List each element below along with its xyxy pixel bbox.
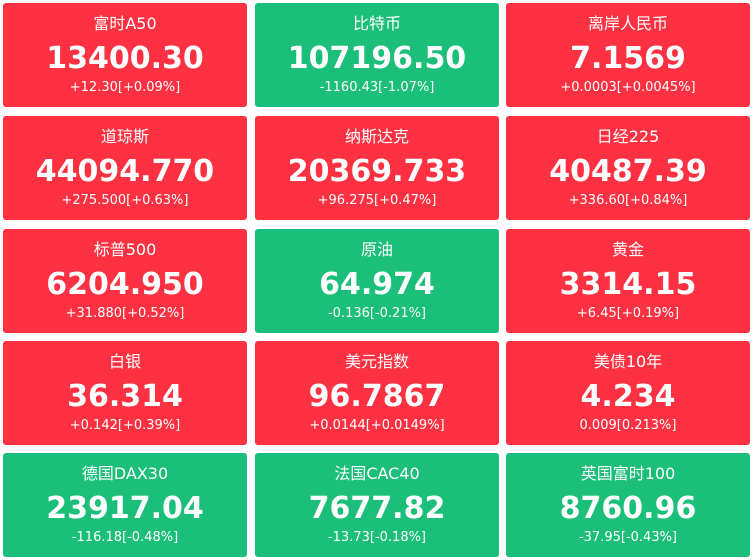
quote-name: 日经225 (596, 127, 660, 146)
quote-change: -37.95[-0.43%] (578, 530, 678, 545)
quote-price: 4.234 (580, 379, 676, 414)
quote-price: 8760.96 (559, 491, 697, 526)
quote-tile[interactable]: 美债10年 4.234 0.009[0.213%] (506, 341, 750, 445)
quote-price: 107196.50 (287, 41, 467, 76)
quote-name: 标普500 (93, 240, 157, 259)
quote-tile[interactable]: 黄金 3314.15 +6.45[+0.19%] (506, 229, 750, 333)
quote-change: +96.275[+0.47%] (317, 193, 437, 208)
quote-change: +12.30[+0.09%] (69, 80, 181, 95)
quote-name: 道琼斯 (100, 127, 149, 146)
quote-change: +31.880[+0.52%] (65, 306, 185, 321)
quote-change: 0.009[0.213%] (579, 418, 677, 433)
quote-name: 德国DAX30 (81, 464, 169, 483)
quote-tile[interactable]: 白银 36.314 +0.142[+0.39%] (3, 341, 247, 445)
quote-name: 黄金 (611, 240, 644, 259)
quote-tile[interactable]: 德国DAX30 23917.04 -116.18[-0.48%] (3, 453, 247, 557)
quote-name: 法国CAC40 (334, 464, 420, 483)
quote-change: -1160.43[-1.07%] (319, 80, 435, 95)
quote-change: +336.60[+0.84%] (568, 193, 688, 208)
quote-tile[interactable]: 比特币 107196.50 -1160.43[-1.07%] (255, 3, 499, 107)
quote-name: 比特币 (352, 14, 401, 33)
quote-price: 7677.82 (308, 491, 446, 526)
quote-price: 44094.770 (35, 154, 215, 189)
quote-price: 36.314 (67, 379, 183, 414)
quote-tile[interactable]: 日经225 40487.39 +336.60[+0.84%] (506, 116, 750, 220)
quote-name: 英国富时100 (580, 464, 676, 483)
quote-price: 20369.733 (287, 154, 467, 189)
quote-change: +6.45[+0.19%] (576, 306, 680, 321)
quote-name: 富时A50 (93, 14, 157, 33)
quote-name: 离岸人民币 (587, 14, 668, 33)
quote-name: 白银 (108, 352, 141, 371)
quote-name: 美元指数 (344, 352, 409, 371)
quote-price: 3314.15 (559, 267, 697, 302)
quote-change: +0.142[+0.39%] (69, 418, 181, 433)
quote-price: 40487.39 (549, 154, 707, 189)
quote-tile[interactable]: 法国CAC40 7677.82 -13.73[-0.18%] (255, 453, 499, 557)
quote-tile[interactable]: 标普500 6204.950 +31.880[+0.52%] (3, 229, 247, 333)
quote-tile[interactable]: 富时A50 13400.30 +12.30[+0.09%] (3, 3, 247, 107)
quote-name: 原油 (360, 240, 393, 259)
quote-price: 6204.950 (46, 267, 204, 302)
quote-tile[interactable]: 道琼斯 44094.770 +275.500[+0.63%] (3, 116, 247, 220)
quote-price: 23917.04 (46, 491, 204, 526)
quote-change: +275.500[+0.63%] (61, 193, 189, 208)
quote-change: +0.0144[+0.0149%] (309, 418, 445, 433)
quote-tile[interactable]: 原油 64.974 -0.136[-0.21%] (255, 229, 499, 333)
quote-name: 美债10年 (593, 352, 663, 371)
quote-price: 7.1569 (570, 41, 686, 76)
quote-change: -13.73[-0.18%] (327, 530, 427, 545)
quote-change: +0.0003[+0.0045%] (560, 80, 696, 95)
quote-tile[interactable]: 英国富时100 8760.96 -37.95[-0.43%] (506, 453, 750, 557)
quote-price: 64.974 (319, 267, 435, 302)
quote-name: 纳斯达克 (344, 127, 409, 146)
quote-price: 13400.30 (46, 41, 204, 76)
quote-tile[interactable]: 纳斯达克 20369.733 +96.275[+0.47%] (255, 116, 499, 220)
quote-price: 96.7867 (308, 379, 446, 414)
quote-tile[interactable]: 离岸人民币 7.1569 +0.0003[+0.0045%] (506, 3, 750, 107)
quote-change: -116.18[-0.48%] (71, 530, 179, 545)
quote-change: -0.136[-0.21%] (327, 306, 427, 321)
quote-tile[interactable]: 美元指数 96.7867 +0.0144[+0.0149%] (255, 341, 499, 445)
